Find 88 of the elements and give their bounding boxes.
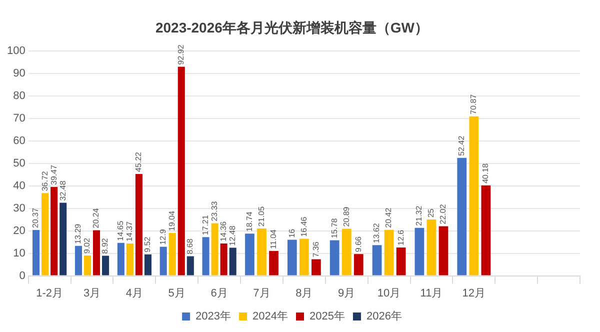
data-label: 45.22 xyxy=(134,151,144,172)
data-label: 20.42 xyxy=(384,207,394,228)
data-label: 20.89 xyxy=(342,206,351,227)
bar xyxy=(469,116,479,276)
data-label: 16.46 xyxy=(299,216,308,237)
data-label: 40.18 xyxy=(481,162,490,184)
data-label: 9.66 xyxy=(354,236,363,252)
x-tick-label: 9月 xyxy=(338,287,356,300)
bar xyxy=(396,247,406,276)
data-label: 12.6 xyxy=(396,229,406,246)
bar xyxy=(342,228,352,276)
data-label: 7.36 xyxy=(311,241,320,258)
data-label: 92.92 xyxy=(176,44,186,65)
data-label: 20.37 xyxy=(31,207,40,228)
bar xyxy=(299,238,309,276)
bar xyxy=(481,185,491,276)
data-label: 17.21 xyxy=(200,214,210,236)
data-label: 13.62 xyxy=(372,222,382,244)
x-tick-label: 3月 xyxy=(83,287,101,300)
y-tick-label: 30 xyxy=(13,202,26,214)
data-label: 22.02 xyxy=(438,204,448,224)
legend-label: 2025年 xyxy=(310,310,345,323)
y-tick-label: 100 xyxy=(6,44,26,57)
y-tick-label: 60 xyxy=(13,134,26,147)
data-label: 52.42 xyxy=(457,135,466,156)
bar xyxy=(312,259,321,276)
data-label: 18.74 xyxy=(244,211,254,232)
data-label: 20.24 xyxy=(92,208,101,228)
data-label: 14.36 xyxy=(219,220,228,242)
data-label: 36.72 xyxy=(40,170,50,192)
bar xyxy=(287,240,297,276)
data-label: 12.48 xyxy=(228,225,238,246)
data-label: 39.47 xyxy=(49,164,58,185)
bar xyxy=(330,240,340,276)
data-label: 9.02 xyxy=(82,237,92,254)
data-label: 12.9 xyxy=(158,228,168,245)
data-label: 70.87 xyxy=(469,94,478,114)
bar xyxy=(372,245,382,276)
legend-label: 2026年 xyxy=(366,310,402,323)
data-label: 8.68 xyxy=(186,238,195,254)
data-label: 9.52 xyxy=(143,236,152,252)
x-tick-label: 6月 xyxy=(210,287,228,300)
bar xyxy=(229,248,236,276)
data-label: 21.05 xyxy=(256,206,266,226)
bar xyxy=(426,220,436,276)
x-tick-label: 7月 xyxy=(253,287,270,300)
data-label: 25 xyxy=(426,208,436,218)
data-label: 14.37 xyxy=(125,220,134,242)
bar xyxy=(186,256,194,276)
bar xyxy=(354,254,364,276)
data-label: 23.33 xyxy=(210,200,219,222)
data-label: 32.48 xyxy=(58,180,68,201)
data-label: 14.65 xyxy=(116,220,126,241)
y-tick-label: 80 xyxy=(13,90,26,102)
x-tick-label: 10月 xyxy=(377,287,401,300)
bar xyxy=(60,202,67,276)
data-label: 13.29 xyxy=(74,223,83,244)
data-label: 19.04 xyxy=(168,210,177,231)
y-tick-label: 20 xyxy=(13,224,26,237)
data-label: 21.32 xyxy=(414,205,424,226)
data-label: 8.92 xyxy=(100,238,110,254)
bar xyxy=(144,254,152,276)
data-label: 16 xyxy=(287,228,296,238)
bar xyxy=(257,228,266,276)
y-tick-label: 10 xyxy=(13,247,26,260)
data-label: 11.04 xyxy=(268,228,278,249)
y-tick-label: 0 xyxy=(19,270,26,282)
bar xyxy=(384,230,394,276)
y-tick-label: 70 xyxy=(13,112,26,124)
bar xyxy=(414,228,424,276)
bar xyxy=(245,234,254,276)
x-tick-label: 5月 xyxy=(168,287,186,300)
y-tick-label: 50 xyxy=(13,157,26,170)
x-tick-label: 11月 xyxy=(420,287,443,300)
x-tick-label: 4月 xyxy=(126,287,143,300)
bar xyxy=(438,226,448,276)
y-tick-label: 90 xyxy=(13,67,26,80)
legend-label: 2024年 xyxy=(252,310,288,323)
y-tick-label: 40 xyxy=(13,180,26,192)
data-label: 15.78 xyxy=(330,218,339,238)
x-tick-label: 1-2月 xyxy=(36,287,64,300)
chart-title: 2023-2026年各月光伏新增装机容量（GW） xyxy=(155,19,429,36)
x-tick-label: 12月 xyxy=(462,287,486,300)
bar xyxy=(269,250,278,276)
bar xyxy=(457,158,467,276)
legend-label: 2023年 xyxy=(196,310,232,323)
x-tick-label: 8月 xyxy=(296,287,313,300)
bar xyxy=(102,256,110,276)
